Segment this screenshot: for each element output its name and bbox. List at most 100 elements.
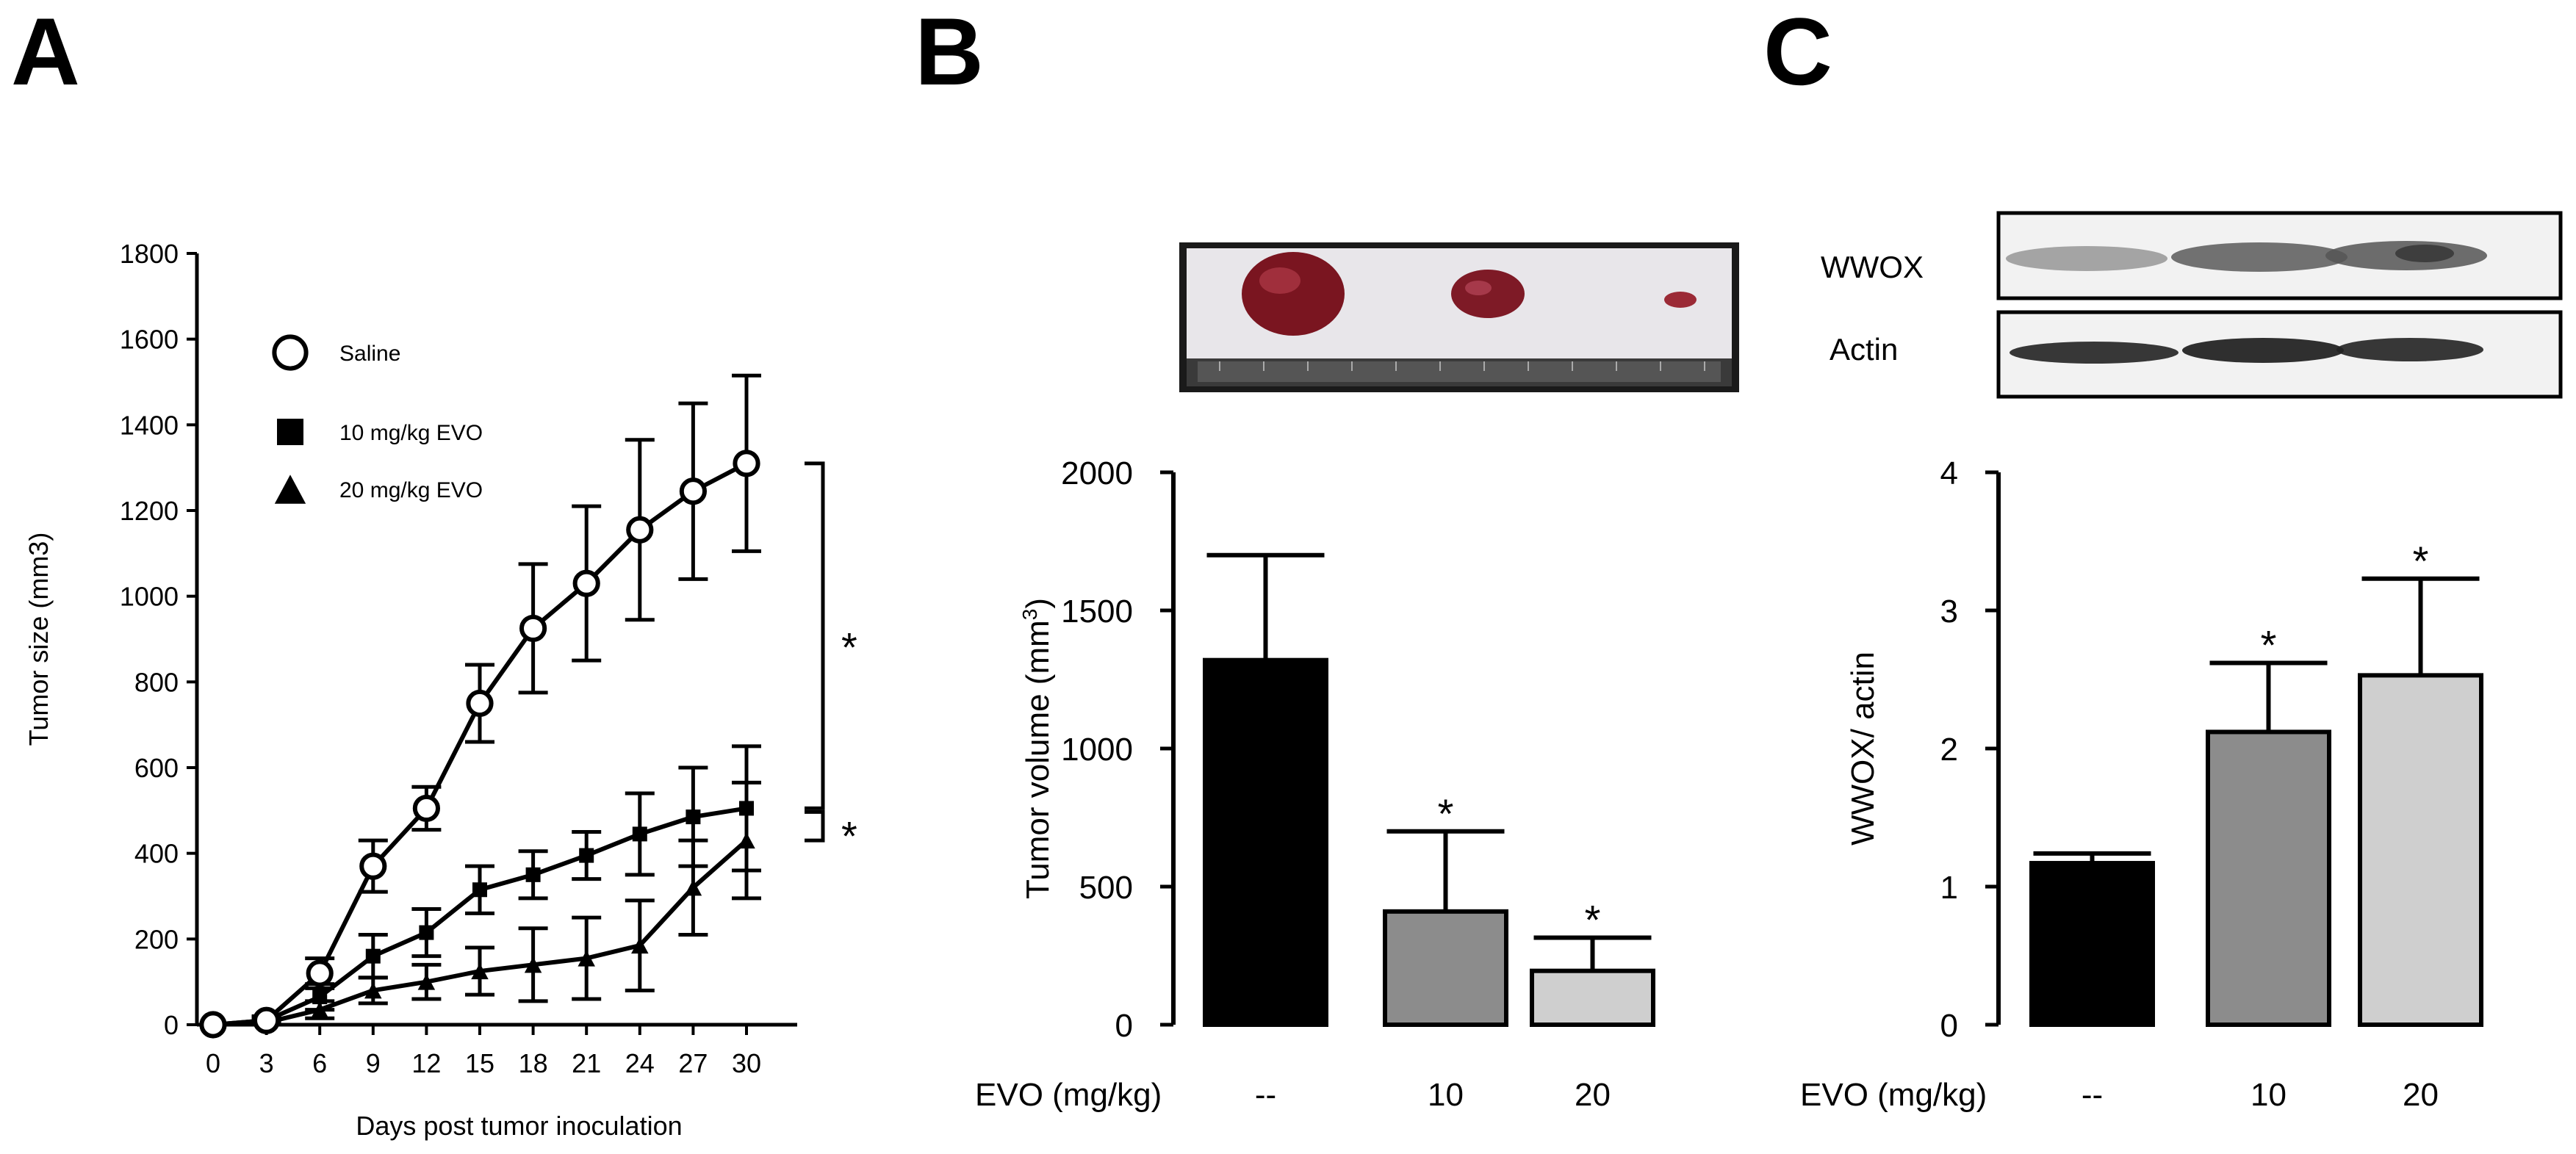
data-point [679, 477, 708, 505]
x-tick-label: 9 [366, 1048, 381, 1078]
chart-b: 0 500 1000 1500 2000 -- * 10 * 20 EVO (mg/kg) Tumor… [975, 455, 1655, 1113]
series-1 [206, 744, 761, 1032]
y-tick-label: 400 [134, 839, 179, 869]
y-tick-label: 1400 [120, 410, 179, 440]
blot-label-actin: Actin [1830, 332, 1898, 367]
panel-letter-b: B [915, 0, 984, 105]
bar [1530, 968, 1655, 1028]
y-tick-label: 1200 [120, 496, 179, 526]
data-point [632, 826, 647, 842]
bar [2206, 729, 2331, 1027]
data-point [472, 882, 487, 898]
data-point [684, 879, 702, 896]
x-tick-label: 30 [732, 1048, 761, 1078]
y-axis-label-main: Tumor volume (mm [1020, 620, 1056, 899]
data-point [578, 950, 595, 967]
x-tick-label: 12 [411, 1048, 441, 1078]
data-point [359, 852, 387, 880]
category-label: -- [2082, 1077, 2103, 1113]
y-tick-label: 200 [134, 924, 179, 954]
y-tick-label: 1 [1940, 870, 1958, 906]
significance-label: * [2413, 538, 2429, 584]
legend-marker [272, 334, 309, 371]
data-point [412, 794, 441, 823]
significance-label: * [1438, 790, 1454, 837]
category-label: 10 [1428, 1077, 1464, 1113]
data-point [525, 867, 541, 882]
panel-letter-c: C [1763, 0, 1832, 105]
y-tick-label: 2000 [1061, 455, 1133, 491]
data-point [364, 982, 382, 999]
y-tick-label: 1000 [1061, 732, 1133, 768]
x-axis-label: EVO (mg/kg) [1800, 1077, 1987, 1113]
x-tick-label: 18 [519, 1048, 548, 1078]
series-line [212, 461, 748, 1027]
x-axis-label: EVO (mg/kg) [975, 1077, 1162, 1113]
legend-marker [274, 475, 306, 504]
y-tick-label: 4 [1940, 455, 1958, 491]
data-point [733, 450, 760, 477]
y-tick-label: 1000 [120, 582, 179, 612]
data-point [417, 973, 436, 990]
y-tick-label: 800 [134, 667, 179, 697]
legend-label: 20 mg/kg EVO [339, 478, 483, 502]
data-point [739, 801, 754, 816]
y-axis-label: Tumor size (mm3) [24, 533, 54, 746]
x-tick-label: 15 [465, 1048, 494, 1078]
x-tick-label: 27 [678, 1048, 708, 1078]
category-label: 20 [2403, 1077, 2439, 1113]
x-axis-label: Days post tumor inoculation [356, 1111, 682, 1141]
significance-label: * [2261, 621, 2277, 668]
tumor-photo [1179, 242, 1739, 392]
x-tick-label: 6 [312, 1048, 327, 1078]
y-tick-label: 500 [1079, 870, 1133, 906]
chart-a: 0 200 400 600 800 1000 1200 1400 1600 1800 0 3 6 9 12 1… [24, 239, 857, 1141]
legend-label: Saline [339, 342, 400, 366]
data-point [626, 516, 654, 544]
y-tick-label: 1600 [120, 325, 179, 355]
y-tick-label: 0 [164, 1010, 179, 1040]
x-tick-label: 21 [572, 1048, 601, 1078]
category-label: -- [1255, 1077, 1276, 1113]
y-axis-label-superscript: 3 [1018, 609, 1041, 621]
data-point [471, 963, 489, 980]
chart-c: 0 1 2 3 4 -- * 10 * 20 EVO (mg/kg) WWOX/ actin [1800, 455, 2483, 1113]
data-point [579, 848, 594, 863]
legend-label: 10 mg/kg EVO [339, 421, 483, 445]
y-tick-label: 1800 [120, 239, 179, 269]
data-point [466, 689, 494, 718]
y-tick-label: 0 [1940, 1008, 1958, 1044]
data-point [519, 614, 547, 643]
series-0 [199, 373, 761, 1039]
category-label: 10 [2251, 1077, 2287, 1113]
y-tick-label: 0 [1115, 1008, 1133, 1044]
data-point [312, 989, 328, 1005]
y-axis-label: Tumor volume (mm3) [1018, 598, 1056, 899]
data-point [572, 569, 600, 597]
data-point [199, 1011, 227, 1039]
chart-a-legend: Saline 10 mg/kg EVO 20 mg/kg EVO [272, 334, 483, 504]
x-tick-label: 3 [259, 1048, 274, 1078]
significance-bracket [805, 461, 825, 810]
data-point [253, 1006, 281, 1034]
western-blot: WWOX Actin [1821, 211, 2563, 399]
x-tick-label: 24 [625, 1048, 655, 1078]
category-label: 20 [1575, 1077, 1611, 1113]
data-point [631, 937, 649, 954]
y-axis-label-main: WWOX/ actin [1845, 652, 1881, 845]
bar [1383, 909, 1508, 1027]
y-tick-label: 600 [134, 753, 179, 783]
data-point [686, 809, 701, 825]
data-point [306, 959, 334, 987]
legend-marker [277, 419, 303, 445]
significance-label: * [841, 812, 857, 859]
y-tick-label: 2 [1940, 732, 1958, 768]
y-axis-label-suffix: ) [1020, 598, 1056, 609]
data-point [419, 925, 434, 940]
blot-label-wwox: WWOX [1821, 250, 1924, 284]
significance-bracket [805, 809, 825, 843]
significance-label: * [841, 624, 857, 671]
bar [2358, 673, 2483, 1027]
bar [2029, 861, 2155, 1028]
